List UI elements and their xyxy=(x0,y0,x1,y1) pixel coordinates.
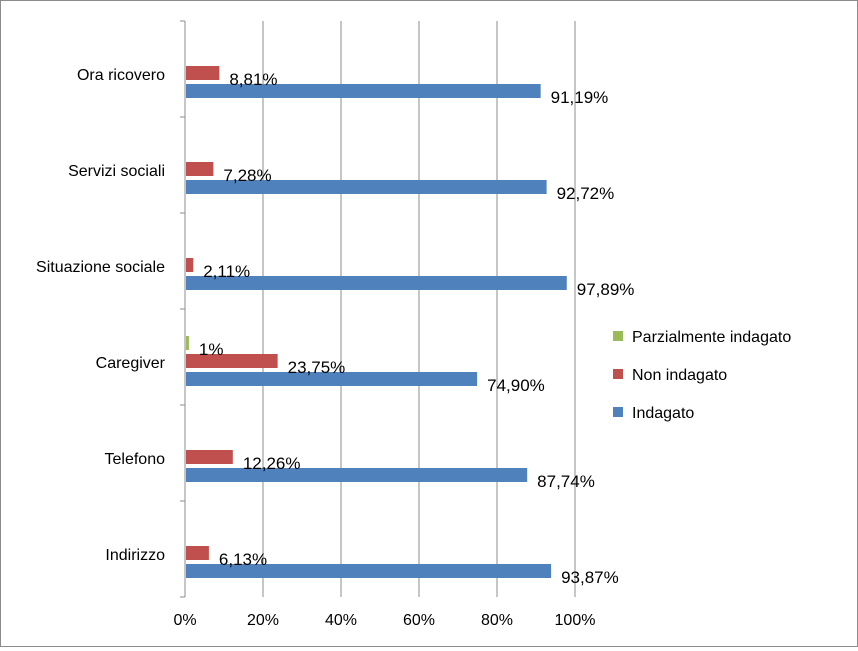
category-label: Indirizzo xyxy=(105,547,165,564)
category-label: Caregiver xyxy=(96,355,166,372)
x-tick-label: 100% xyxy=(555,612,596,629)
bar-non-indagato xyxy=(186,354,278,368)
legend: Parzialmente indagato Non indagato Indagat… xyxy=(613,329,791,422)
data-label: 91,19% xyxy=(551,88,609,107)
category-labels: Indirizzo Telefono Caregiver Situazione soc… xyxy=(36,67,166,564)
bar-indagato xyxy=(186,84,541,98)
legend-label: Non indagato xyxy=(632,367,727,384)
x-tick-label: 80% xyxy=(481,612,513,629)
category-label: Ora ricovero xyxy=(77,67,165,84)
category-axis xyxy=(180,20,186,598)
category-label: Servizi sociali xyxy=(68,163,165,180)
data-label: 8,81% xyxy=(229,70,277,89)
data-labels: 93,87% 6,13% 87,74% 12,26% 74,90% 23,75% 1% 97,… xyxy=(199,70,635,587)
legend-swatch xyxy=(613,331,623,341)
x-tick-label: 60% xyxy=(403,612,435,629)
gridlines xyxy=(262,21,576,597)
bar-indagato xyxy=(186,564,552,578)
x-tick-label: 0% xyxy=(173,612,196,629)
data-label: 23,75% xyxy=(288,358,346,377)
legend-label: Parzialmente indagato xyxy=(632,329,791,346)
bar-non-indagato xyxy=(186,162,214,176)
bars xyxy=(186,66,567,578)
bar-non-indagato xyxy=(186,258,194,272)
bar-indagato xyxy=(186,180,547,194)
bar-indagato xyxy=(186,276,567,290)
data-label: 7,28% xyxy=(223,166,271,185)
bar-parzialmente-indagato xyxy=(186,336,189,350)
x-tick-label: 40% xyxy=(325,612,357,629)
data-label: 92,72% xyxy=(557,184,615,203)
category-label: Telefono xyxy=(105,451,166,468)
bar-indagato xyxy=(186,468,528,482)
bar-non-indagato xyxy=(186,546,209,560)
data-label: 93,87% xyxy=(561,568,619,587)
data-label: 1% xyxy=(199,340,224,359)
bar-non-indagato xyxy=(186,450,233,464)
data-label: 87,74% xyxy=(537,472,595,491)
category-label: Situazione sociale xyxy=(36,259,165,276)
data-label: 2,11% xyxy=(203,262,250,281)
bar-non-indagato xyxy=(186,66,220,80)
data-label: 97,89% xyxy=(577,280,635,299)
data-label: 74,90% xyxy=(487,376,545,395)
data-label: 12,26% xyxy=(243,454,301,473)
legend-label: Indagato xyxy=(632,405,694,422)
x-tick-label: 20% xyxy=(247,612,279,629)
x-tick-labels: 0% 20% 40% 60% 80% 100% xyxy=(173,612,595,629)
data-label: 6,13% xyxy=(219,550,267,569)
bar-indagato xyxy=(186,372,478,386)
legend-swatch xyxy=(613,407,623,417)
legend-swatch xyxy=(613,369,623,379)
